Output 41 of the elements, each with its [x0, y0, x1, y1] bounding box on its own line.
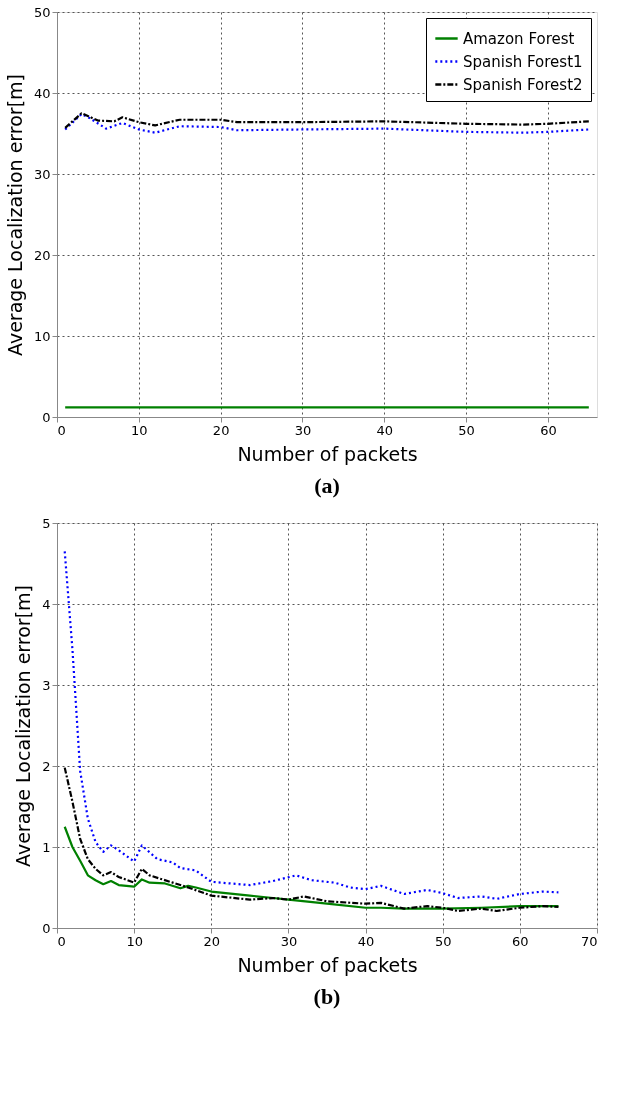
legend-label: Spanish Forest2 — [463, 75, 583, 94]
y-tick-label: 20 — [33, 247, 51, 263]
y-tick-label: 50 — [33, 4, 51, 20]
x-tick-label: 70 — [580, 933, 598, 949]
y-tick-label: 1 — [42, 839, 51, 855]
y-tick-label: 0 — [42, 920, 51, 936]
x-tick-label: 20 — [203, 933, 221, 949]
line-series — [63, 766, 560, 913]
y-axis-title: Average Localization error[m] — [3, 74, 26, 356]
x-tick-label: 50 — [434, 933, 452, 949]
y-axis-title: Average Localization error[m] — [12, 585, 35, 867]
y-tick-label: 3 — [42, 677, 51, 693]
legend-label: Amazon Forest — [463, 29, 575, 48]
x-tick-label: 10 — [126, 933, 143, 949]
line-series — [64, 112, 590, 134]
x-tick-label: 30 — [280, 933, 298, 949]
y-tick-label: 5 — [42, 515, 51, 531]
y-tick-label: 2 — [42, 758, 51, 774]
x-tick-label: 0 — [57, 422, 66, 438]
line-series — [63, 825, 560, 910]
x-tick-label: 30 — [294, 422, 312, 438]
x-tick-label: 40 — [376, 422, 394, 438]
x-axis-title: Number of packets — [237, 953, 418, 976]
y-tick-label: 30 — [33, 166, 51, 182]
legend-label: Spanish Forest1 — [463, 52, 583, 71]
text: (b) — [313, 984, 341, 1009]
y-tick-label: 40 — [33, 85, 51, 101]
line-series — [64, 112, 590, 129]
text: (a) — [314, 473, 340, 498]
x-axis-title: Number of packets — [237, 442, 418, 465]
y-tick-label: 4 — [42, 596, 51, 612]
x-tick-label: 60 — [540, 422, 557, 438]
x-tick-label: 60 — [512, 933, 529, 949]
x-tick-label: 40 — [357, 933, 375, 949]
x-tick-label: 10 — [131, 422, 148, 438]
x-tick-label: 50 — [458, 422, 475, 438]
line-series — [63, 550, 560, 900]
y-tick-label: 10 — [33, 328, 51, 344]
x-tick-label: 0 — [57, 933, 66, 949]
y-tick-label: 0 — [42, 409, 51, 425]
x-tick-label: 20 — [212, 422, 230, 438]
